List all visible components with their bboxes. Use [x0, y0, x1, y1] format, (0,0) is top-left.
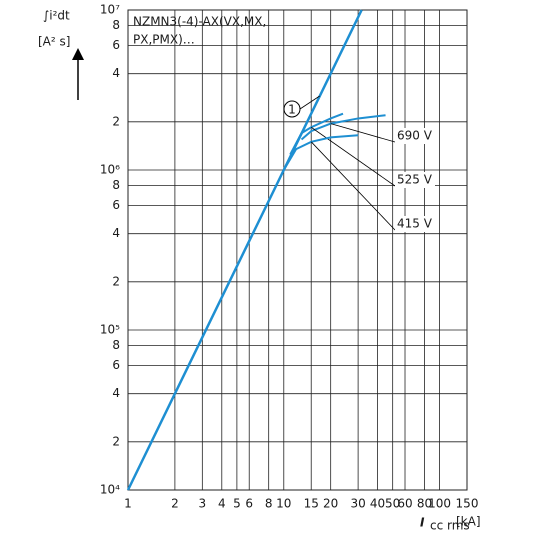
- series-label: 415 V: [397, 217, 433, 231]
- plot-frame: [127, 9, 468, 491]
- y-tick-label: 2: [112, 274, 120, 288]
- y-tick-label: 10⁵: [100, 323, 120, 337]
- y-tick-label: 4: [112, 226, 120, 240]
- y-tick-label: 10⁴: [100, 483, 120, 497]
- x-axis-subscript: cc rms: [430, 519, 470, 533]
- x-tick-label: 40: [370, 497, 385, 511]
- leader-line: [310, 126, 396, 187]
- x-tick-label: 50: [385, 497, 400, 511]
- x-tick-label: 100: [428, 497, 451, 511]
- x-tick-label: 80: [417, 497, 432, 511]
- y-tick-label: 6: [112, 38, 120, 52]
- x-tick-label: 5: [233, 497, 241, 511]
- x-tick-label: 20: [323, 497, 338, 511]
- y-axis-label: [A² s]: [38, 35, 70, 49]
- y-tick-label: 4: [112, 66, 120, 80]
- chart-title: PX,PMX)…: [133, 33, 195, 47]
- y-tick-label: 10⁷: [100, 3, 120, 17]
- axis-arrow-head: [72, 48, 84, 60]
- y-tick-label: 2: [112, 434, 120, 448]
- y-tick-label: 8: [112, 338, 120, 352]
- x-axis-symbol: I: [420, 516, 425, 530]
- x-tick-label: 1: [124, 497, 132, 511]
- x-tick-label: 3: [199, 497, 207, 511]
- label-bg: [395, 128, 435, 144]
- chart-title: NZMN3(-4)-AX(VX,MX,: [133, 15, 266, 29]
- series-label: 525 V: [397, 173, 433, 187]
- y-tick-label: 8: [112, 178, 120, 192]
- x-tick-label: 60: [397, 497, 412, 511]
- label-bg: [395, 172, 435, 188]
- leader-line: [330, 123, 396, 143]
- x-tick-label: 30: [350, 497, 365, 511]
- y-tick-label: 2: [112, 114, 120, 128]
- x-tick-label: 6: [245, 497, 253, 511]
- annotation: 1: [288, 103, 296, 117]
- x-tick-label: 8: [265, 497, 273, 511]
- annotation-leader: [299, 95, 320, 110]
- y-tick-label: 4: [112, 386, 120, 400]
- y-tick-label: 6: [112, 198, 120, 212]
- y-tick-label: 6: [112, 358, 120, 372]
- x-tick-label: 15: [304, 497, 319, 511]
- x-tick-label: 10: [276, 497, 291, 511]
- label-bg: [395, 216, 435, 232]
- x-tick-label: 2: [171, 497, 179, 511]
- y-tick-label: 10⁶: [100, 163, 120, 177]
- leader-line: [310, 141, 396, 231]
- x-tick-label: 150: [456, 497, 479, 511]
- x-tick-label: 4: [218, 497, 226, 511]
- series-label: 690 V: [397, 129, 433, 143]
- y-axis-label: ∫i²dt: [43, 9, 70, 23]
- y-tick-label: 8: [112, 18, 120, 32]
- x-axis-unit: [kA]: [456, 515, 481, 529]
